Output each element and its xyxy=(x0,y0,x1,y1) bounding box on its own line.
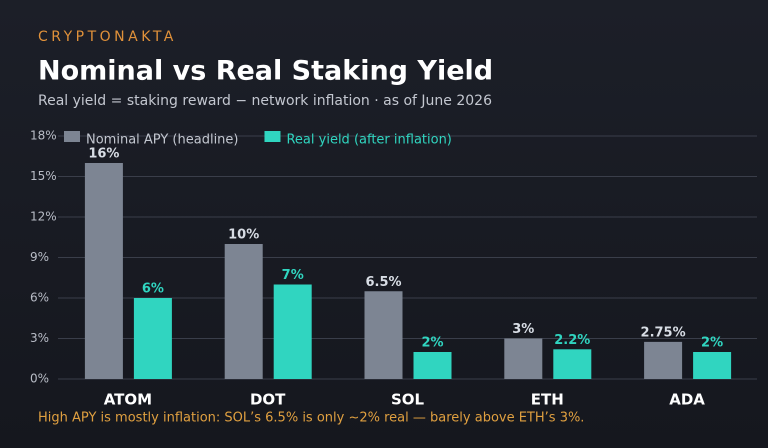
value-label: 3% xyxy=(512,322,534,337)
bar xyxy=(644,341,683,379)
y-tick-label: 9% xyxy=(30,250,49,264)
value-label: 16% xyxy=(88,147,119,162)
x-tick-label: ADA xyxy=(669,391,705,409)
value-label: 2.75% xyxy=(641,325,686,340)
chart-subtitle: Real yield = staking reward − network in… xyxy=(38,93,492,109)
bar xyxy=(413,352,452,379)
bar xyxy=(693,352,732,379)
x-tick-label: DOT xyxy=(250,391,286,409)
legend-label: Nominal APY (headline) xyxy=(86,133,238,148)
x-tick-label: SOL xyxy=(391,391,425,409)
value-label: 6% xyxy=(142,282,164,297)
bar xyxy=(553,349,592,379)
y-tick-label: 3% xyxy=(30,331,49,345)
bar xyxy=(504,338,543,379)
x-tick-label: ETH xyxy=(531,391,564,409)
bar xyxy=(84,163,123,379)
value-label: 2% xyxy=(421,336,443,351)
value-label: 10% xyxy=(228,228,259,243)
y-tick-label: 15% xyxy=(30,169,57,183)
y-tick-label: 12% xyxy=(30,210,57,224)
brand: CRYPTONAKTA xyxy=(38,29,177,45)
bar xyxy=(273,284,312,379)
value-label: 2% xyxy=(701,336,723,351)
annotation: High APY is mostly inflation: SOL’s 6.5%… xyxy=(38,411,584,426)
bar xyxy=(224,244,263,379)
legend-swatch xyxy=(264,131,281,142)
y-tick-label: 6% xyxy=(30,291,49,305)
value-label: 6.5% xyxy=(365,275,401,290)
legend-label: Real yield (after inflation) xyxy=(286,133,451,148)
value-label: 7% xyxy=(282,268,304,283)
legend-swatch xyxy=(64,131,80,142)
y-tick-label: 0% xyxy=(30,372,49,386)
bar xyxy=(133,298,172,379)
bar xyxy=(364,291,403,379)
x-tick-label: ATOM xyxy=(104,391,152,409)
chart-title: Nominal vs Real Staking Yield xyxy=(38,56,493,87)
value-label: 2.2% xyxy=(554,333,590,348)
y-tick-label: 18% xyxy=(30,129,57,143)
